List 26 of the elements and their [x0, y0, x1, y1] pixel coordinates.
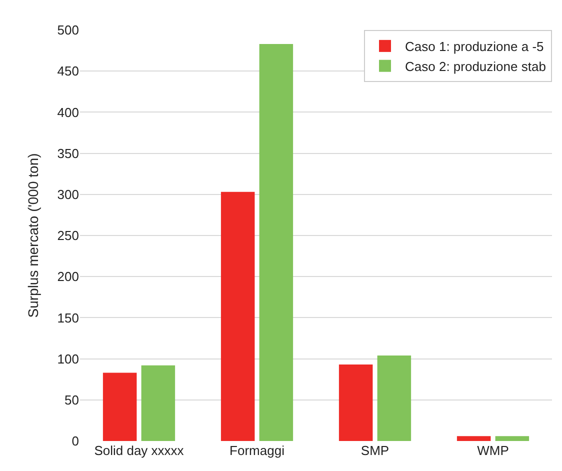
- y-tick-label: 50: [64, 392, 79, 408]
- legend-label: Caso 1: produzione a -5: [405, 39, 544, 54]
- y-tick-label: 150: [57, 310, 79, 326]
- y-tick-label: 500: [57, 22, 79, 38]
- y-tick-label: 100: [57, 351, 79, 366]
- bar: [220, 192, 255, 441]
- bar: [338, 364, 373, 441]
- bar: [102, 372, 137, 441]
- bar: [456, 436, 491, 441]
- bar: [495, 436, 530, 441]
- x-tick-label: Solid day xxxxx: [94, 443, 184, 458]
- bar: [377, 356, 412, 441]
- x-tick-label: WMP: [477, 443, 509, 458]
- bar: [141, 365, 176, 441]
- x-tick-label: Formaggi: [230, 443, 285, 458]
- x-tick-label: SMP: [360, 443, 390, 458]
- y-tick-label: 350: [57, 146, 79, 161]
- y-tick-label: 200: [57, 269, 79, 284]
- y-tick-label: 300: [57, 186, 79, 202]
- y-tick-label: 0: [72, 434, 79, 449]
- y-axis-title: Surplus mercato ('000 ton): [24, 153, 41, 318]
- y-tick-label: 450: [57, 64, 79, 79]
- legend-label: Caso 2: produzione stab: [405, 58, 546, 74]
- y-tick-label: 250: [57, 228, 79, 244]
- y-tick-label: 400: [57, 104, 79, 120]
- bar: [259, 44, 294, 441]
